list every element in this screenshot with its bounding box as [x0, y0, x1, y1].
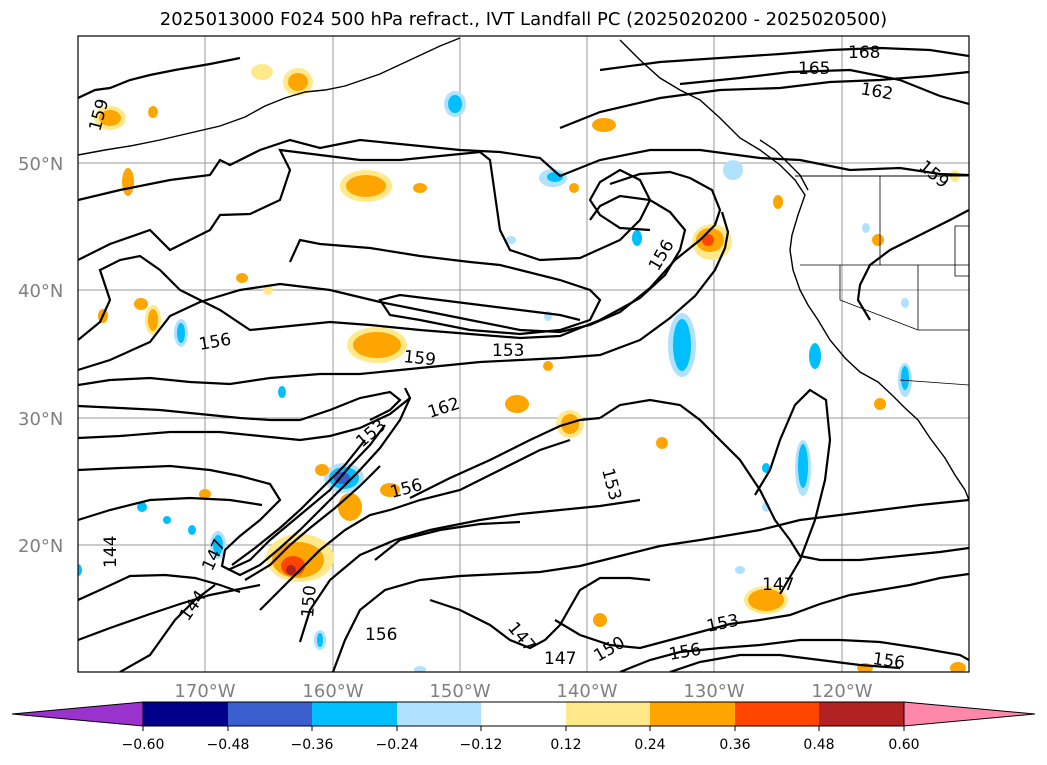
- contour-label: 150: [298, 584, 321, 618]
- colorbar-segment: [481, 702, 566, 726]
- colorbar-tick-label: −0.48: [207, 737, 250, 753]
- lat-label-20n: 20°N: [18, 536, 63, 557]
- contour-line: [78, 56, 241, 99]
- colorbar-tick-label: 0.60: [888, 737, 919, 753]
- figure-title: 2025013000 F024 500 hPa refract., IVT La…: [159, 9, 888, 30]
- contour-label: 147: [544, 649, 576, 669]
- aleutian-coast: [78, 37, 461, 156]
- colorbar-tick-label: −0.60: [122, 737, 165, 753]
- colorbar-under-triangle: [11, 701, 144, 727]
- lat-label-40n: 40°N: [18, 281, 63, 302]
- colorbar-tick-label: 0.12: [550, 737, 581, 753]
- colorbar-segment: [819, 702, 904, 726]
- positive-patch: [251, 64, 273, 80]
- colorbar-segment: [650, 702, 735, 726]
- colorbar-tick-label: 0.36: [719, 737, 750, 753]
- colorbar-tick-label: 0.48: [803, 737, 834, 753]
- colorbar: −0.60 −0.48 −0.36 −0.24 −0.12 0.12 0.24 …: [11, 701, 1036, 753]
- contour-label: 147: [762, 575, 794, 595]
- colorbar-tick-label: 0.24: [634, 737, 665, 753]
- lat-label-30n: 30°N: [18, 409, 63, 430]
- contour-label: 156: [871, 649, 906, 673]
- colorbar-segment: [228, 702, 312, 726]
- colorbar-segment: [735, 702, 819, 726]
- lon-label-150w: 150°W: [429, 681, 490, 702]
- lon-label-170w: 170°W: [174, 681, 235, 702]
- colorbar-tick-label: −0.24: [376, 737, 419, 753]
- contour-label: 156: [365, 625, 397, 645]
- colorbar-segment: [312, 702, 397, 726]
- state-borders: [800, 176, 969, 386]
- colorbar-segment: [566, 702, 650, 726]
- colorbar-segment: [397, 702, 481, 726]
- west-coast: [619, 39, 969, 501]
- colorbar-tick-label: −0.36: [291, 737, 334, 753]
- contour-label: 168: [848, 43, 880, 63]
- coastlines: [78, 37, 969, 501]
- contour-label: 144: [101, 536, 121, 568]
- colorbar-tick-label: −0.12: [460, 737, 503, 753]
- map-frame: [77, 35, 970, 673]
- lon-label-140w: 140°W: [556, 681, 617, 702]
- lat-label-50n: 50°N: [18, 154, 63, 175]
- contour-label: 159: [402, 347, 436, 370]
- lon-label-130w: 130°W: [683, 681, 744, 702]
- lon-label-120w: 120°W: [811, 681, 872, 702]
- colorbar-segment: [143, 702, 228, 726]
- contour-label: 165: [798, 59, 830, 79]
- colorbar-over-triangle: [903, 701, 1036, 727]
- vancouver-island: [759, 139, 809, 191]
- height-contours: [78, 46, 969, 672]
- contour-label: 153: [492, 341, 524, 361]
- lon-label-160w: 160°W: [302, 681, 363, 702]
